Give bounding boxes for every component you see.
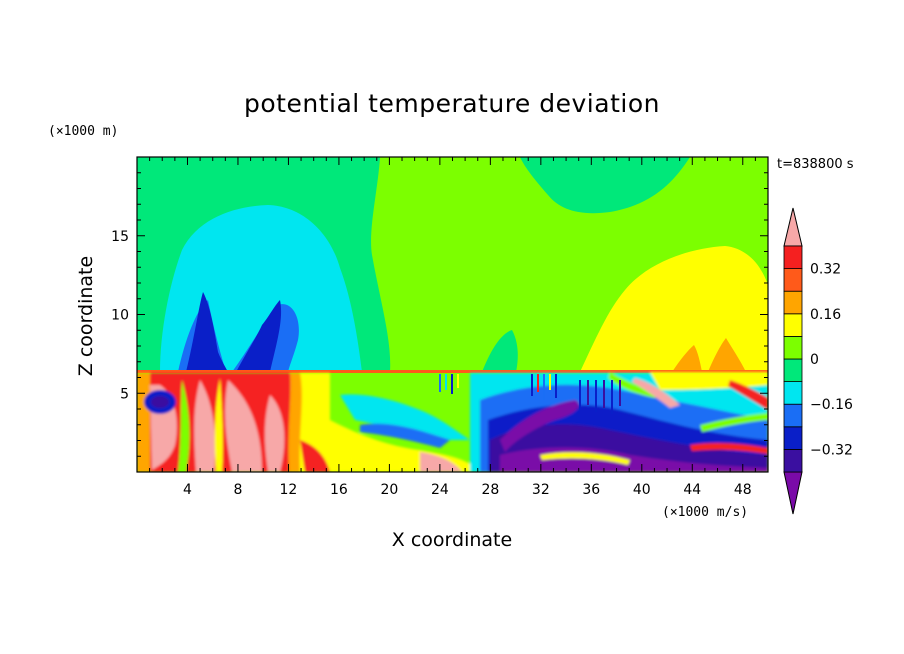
region-eddy-left-core [151, 396, 169, 408]
time-label: t=838800 s [777, 157, 854, 172]
colorbar-swatch [783, 426, 803, 450]
region-green-streak-right-a [608, 372, 660, 398]
region-pink-column-d [264, 395, 285, 472]
x-tick-label: 40 [633, 482, 651, 498]
region-pink-column-b [194, 380, 216, 472]
colorbar-swatch [783, 268, 803, 292]
colorbar: 0.32 0.16 0 −0.16 −0.32 [783, 207, 853, 515]
colorbar-swatch [783, 448, 803, 473]
x-tick-label: 4 [183, 482, 192, 498]
region-red-mid [300, 440, 330, 472]
x-tick-label: 20 [380, 482, 398, 498]
x-tick-label: 32 [532, 482, 550, 498]
region-teal-tongue [482, 330, 518, 372]
x-tick-label: 8 [233, 482, 242, 498]
colorbar-label: 0.16 [810, 307, 841, 323]
region-orange-ridge-b [708, 338, 746, 372]
chart-title: potential temperature deviation [244, 89, 660, 118]
x-tick-label: 12 [280, 482, 298, 498]
region-pink-band-right [632, 378, 680, 408]
region-orange-ridge-a [672, 345, 702, 372]
region-blue-mid [360, 423, 450, 448]
colorbar-swatch [783, 290, 803, 315]
colorbar-swatch [783, 403, 803, 428]
colorbar-label: 0 [810, 352, 819, 368]
colorbar-swatch [783, 335, 803, 360]
region-cyan-mid [340, 394, 470, 440]
region-darkblue-spike-a [186, 292, 228, 372]
contour-field [137, 157, 768, 472]
region-violet-curl [500, 400, 579, 452]
x-axis-label: X coordinate [392, 529, 512, 551]
lower-layer-features [137, 372, 768, 472]
y-tick-label: 10 [111, 308, 129, 324]
y-axis-label: Z coordinate [75, 256, 97, 376]
region-darkblue-spike-b [236, 300, 282, 372]
region-yellow-streak-right [540, 452, 630, 465]
y-tick-label: 15 [111, 229, 129, 245]
region-yellow-streak-left [214, 378, 223, 472]
region-yellow-dome [580, 246, 768, 372]
colorbar-swatch [783, 358, 803, 383]
region-red-band-right [728, 380, 768, 410]
colorbar-extend-top [783, 207, 803, 247]
boundary-streaks [439, 374, 621, 414]
region-pink-mid [420, 452, 462, 472]
region-red-streak-right [690, 443, 768, 454]
x-tick-label: 28 [481, 482, 499, 498]
y-unit-label: (×1000 m) [48, 124, 118, 139]
boundary-layer-line [137, 370, 768, 373]
colorbar-swatch [783, 245, 803, 270]
colorbar-swatch [783, 313, 803, 337]
x-tick-label: 16 [330, 482, 348, 498]
region-green-streak-left [178, 380, 190, 472]
y-axis: 5 10 15 [111, 172, 768, 457]
colorbar-label: −0.32 [810, 442, 853, 458]
colorbar-label: −0.16 [810, 397, 853, 413]
region-teal-top-right [520, 157, 690, 214]
colorbar-swatch [783, 381, 803, 405]
region-green-streak-right-b [700, 413, 768, 432]
colorbar-label: 0.32 [810, 262, 841, 278]
x-tick-label: 48 [734, 482, 752, 498]
x-unit-label: (×1000 m/s) [662, 505, 748, 520]
x-tick-label: 36 [582, 482, 600, 498]
y-tick-label: 5 [120, 386, 129, 402]
x-axis: 4 8 12 16 20 24 28 32 36 40 44 48 [149, 157, 756, 498]
colorbar-extend-bottom [783, 471, 803, 515]
x-tick-label: 24 [431, 482, 449, 498]
x-tick-label: 44 [683, 482, 701, 498]
region-pink-column-c [225, 380, 262, 472]
